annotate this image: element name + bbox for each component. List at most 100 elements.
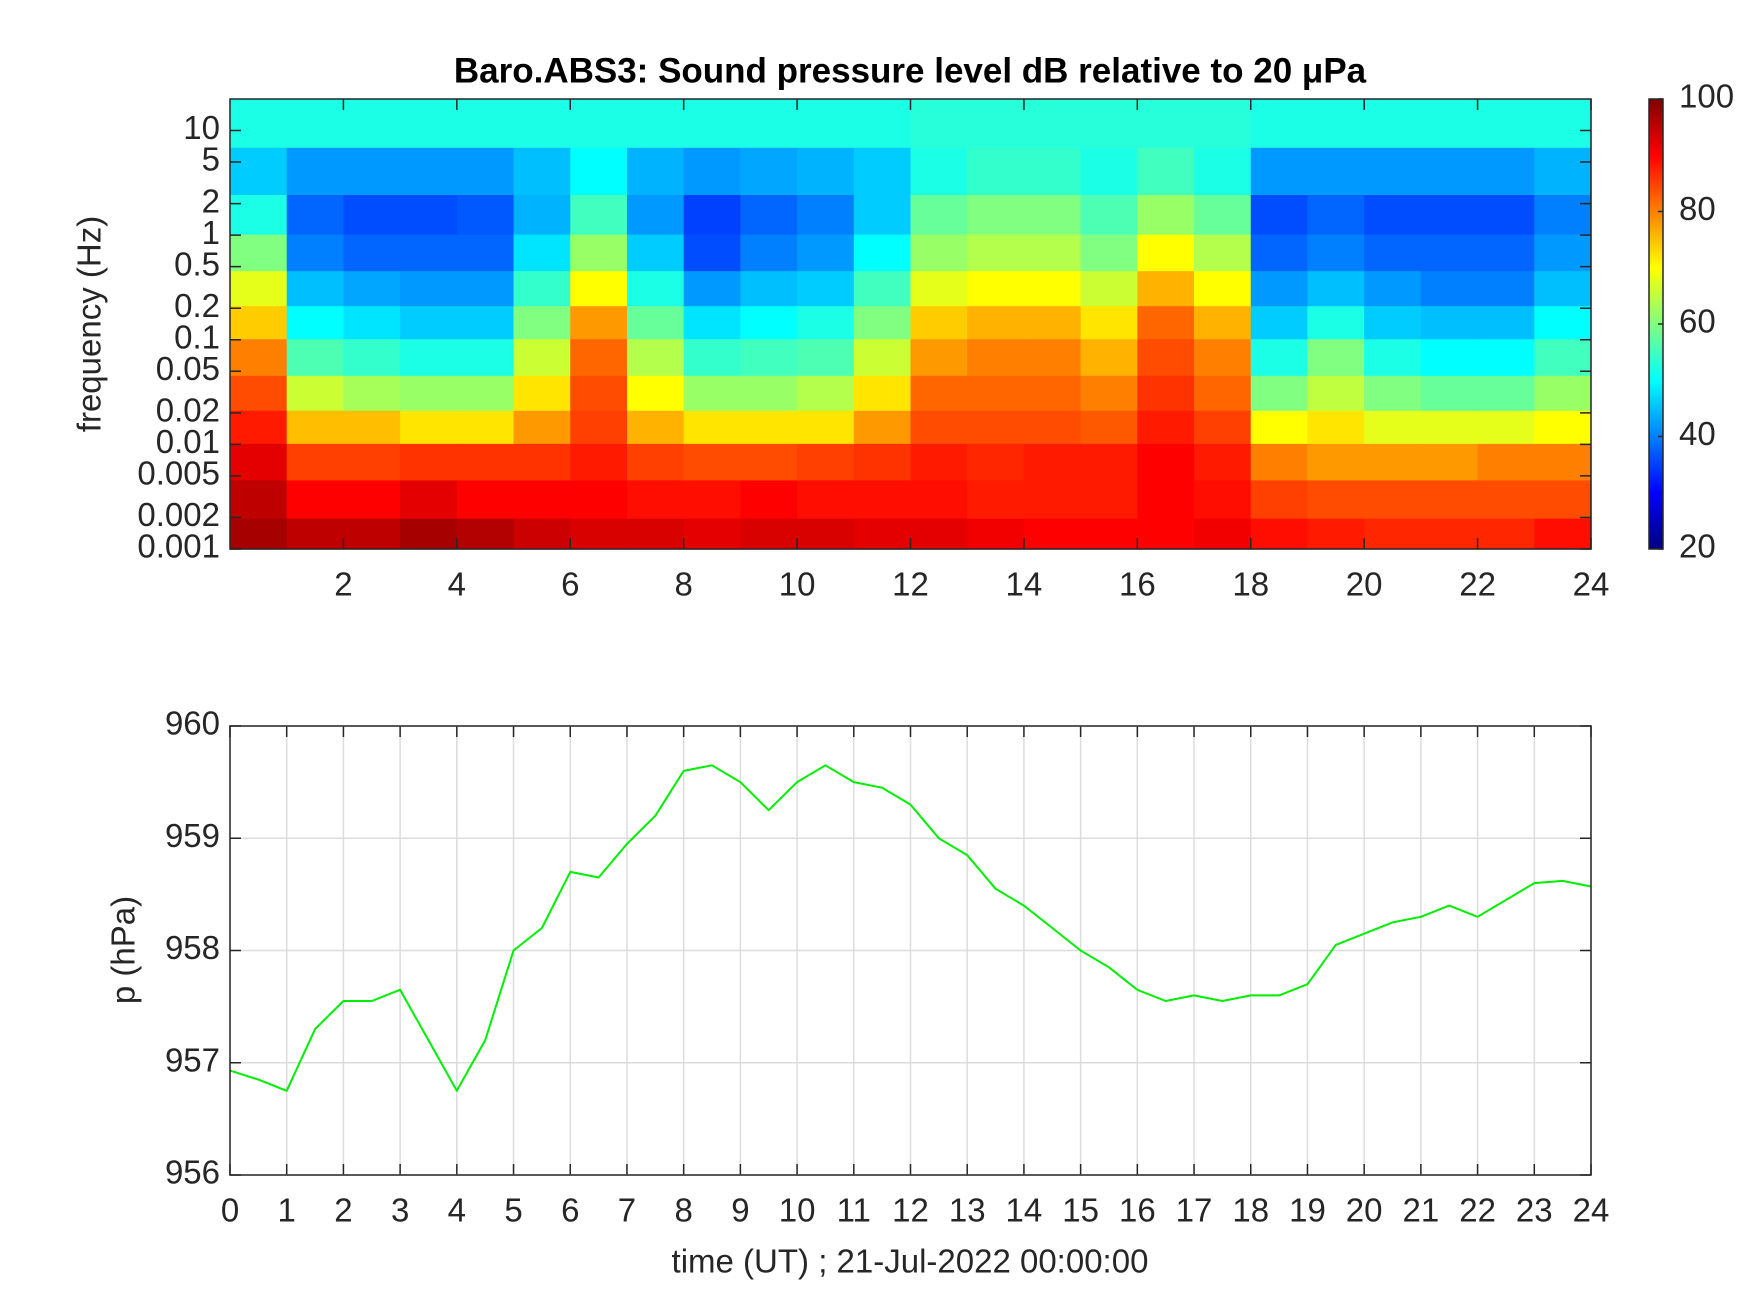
heatmap-cell	[1137, 234, 1195, 272]
heatmap-cell	[343, 443, 401, 481]
x-tick-label: 9	[731, 1192, 749, 1229]
heatmap-cell	[570, 443, 628, 481]
heatmap-cell	[1534, 518, 1592, 550]
heatmap-cell	[797, 194, 855, 235]
heatmap-cell	[400, 234, 458, 272]
heatmap-cell	[967, 270, 1025, 307]
heatmap-cell	[910, 270, 968, 307]
heatmap-cell	[230, 410, 288, 444]
heatmap-cell	[683, 338, 741, 376]
heatmap-cell	[230, 375, 288, 411]
heatmap-cell	[1420, 338, 1479, 376]
heatmap-cell	[513, 194, 571, 235]
heatmap-cell	[570, 375, 628, 411]
heatmap-cell	[513, 375, 571, 411]
heatmap-cell	[1137, 375, 1195, 411]
heatmap-cell	[853, 270, 912, 307]
heatmap-cell	[1477, 375, 1535, 411]
heatmap-cell	[797, 305, 855, 340]
heatmap-cell	[343, 410, 401, 444]
heatmap-cell	[570, 270, 628, 307]
heatmap-cell	[286, 410, 345, 444]
heatmap-cell	[683, 270, 741, 307]
heatmap-cell	[797, 479, 855, 519]
heatmap-cell	[910, 518, 968, 550]
heatmap-cell	[1307, 443, 1365, 481]
heatmap-cell	[286, 234, 345, 272]
heatmap-cell	[853, 518, 912, 550]
heatmap-cell	[1250, 479, 1309, 519]
heatmap-cell	[1194, 147, 1252, 196]
heatmap-cell	[853, 338, 912, 376]
heatmap-cell	[570, 410, 628, 444]
heatmap-cell	[1534, 194, 1592, 235]
heatmap-cell	[513, 518, 571, 550]
x-tick-label: 17	[1176, 1192, 1213, 1229]
heatmap-cell	[1137, 147, 1195, 196]
heatmap-cell	[1080, 99, 1138, 148]
heatmap-cell	[1477, 270, 1535, 307]
x-tick-label: 20	[1346, 1192, 1383, 1229]
heatmap-cell	[797, 375, 855, 411]
heatmap-cell	[683, 234, 741, 272]
y-tick-label: 0.005	[137, 455, 220, 492]
heatmap-cell	[513, 443, 571, 481]
heatmap-cell	[1364, 234, 1422, 272]
heatmap-cell	[740, 375, 798, 411]
x-tick-label: 0	[221, 1192, 239, 1229]
heatmap-cell	[513, 147, 571, 196]
heatmap-cell	[513, 99, 571, 148]
y-tick-label: 0.05	[156, 350, 220, 387]
heatmap-cell	[456, 147, 515, 196]
heatmap-cell	[853, 194, 912, 235]
y-tick-label: 959	[165, 817, 220, 854]
colorbar-tick-label: 80	[1679, 190, 1716, 227]
heatmap-cell	[626, 479, 685, 519]
chart-title: Baro.ABS3: Sound pressure level dB relat…	[454, 51, 1367, 90]
heatmap-cell	[1250, 410, 1309, 444]
heatmap-cell	[1364, 270, 1422, 307]
heatmap-cell	[740, 518, 798, 550]
heatmap-cell	[343, 479, 401, 519]
heatmap-cell	[853, 479, 912, 519]
heatmap-cell	[910, 234, 968, 272]
heatmap-cell	[1477, 479, 1535, 519]
heatmap-cell	[1307, 338, 1365, 376]
heatmap-cell	[456, 518, 515, 550]
heatmap-cell	[570, 147, 628, 196]
heatmap-cell	[797, 234, 855, 272]
heatmap-cell	[967, 479, 1025, 519]
heatmap-cell	[1307, 375, 1365, 411]
heatmap-cell	[286, 99, 345, 148]
heatmap-cell	[400, 410, 458, 444]
heatmap-cell	[740, 234, 798, 272]
heatmap-cell	[570, 518, 628, 550]
heatmap-cell	[343, 234, 401, 272]
heatmap-cell	[456, 305, 515, 340]
heatmap-cell	[456, 270, 515, 307]
x-tick-label: 3	[391, 1192, 409, 1229]
x-tick-label: 12	[892, 566, 929, 603]
heatmap-cell	[570, 99, 628, 148]
y-axis-label: p (hPa)	[105, 896, 142, 1004]
heatmap-cell	[230, 338, 288, 376]
x-tick-label: 7	[618, 1192, 636, 1229]
heatmap-cell	[1420, 99, 1479, 148]
heatmap-cell	[1194, 410, 1252, 444]
heatmap-cell	[967, 443, 1025, 481]
x-tick-label: 4	[448, 1192, 466, 1229]
heatmap-cell	[1420, 410, 1479, 444]
heatmap-cell	[1534, 375, 1592, 411]
heatmap-cell	[1477, 194, 1535, 235]
heatmap-cell	[513, 234, 571, 272]
y-tick-label: 0.002	[137, 496, 220, 533]
heatmap-cell	[797, 99, 855, 148]
heatmap-cell	[343, 305, 401, 340]
heatmap-cell	[400, 479, 458, 519]
heatmap-cells	[230, 99, 1592, 550]
heatmap-cell	[1250, 147, 1309, 196]
heatmap-cell	[1364, 479, 1422, 519]
heatmap-cell	[1137, 443, 1195, 481]
heatmap-cell	[286, 338, 345, 376]
heatmap-cell	[1534, 305, 1592, 340]
